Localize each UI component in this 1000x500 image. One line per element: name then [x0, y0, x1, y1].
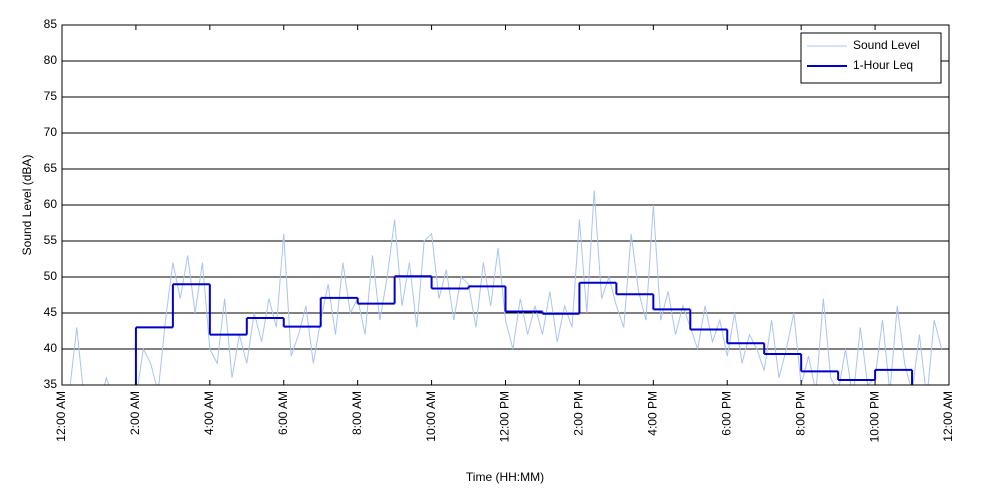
- y-tick-label: 45: [44, 305, 58, 319]
- legend-box: [800, 32, 942, 84]
- series-line: [69, 190, 943, 385]
- y-tick-label: 65: [44, 161, 58, 175]
- x-tick-label: 4:00 AM: [202, 391, 216, 435]
- x-axis-label: Time (HH:MM): [466, 470, 544, 484]
- x-tick-label: 12:00 AM: [941, 391, 955, 442]
- y-tick-label: 70: [44, 125, 58, 139]
- y-tick-label: 60: [44, 197, 58, 211]
- x-tick-label: 8:00 PM: [793, 391, 807, 436]
- x-tick-label: 2:00 PM: [572, 391, 586, 436]
- y-tick-label: 85: [44, 17, 58, 31]
- x-tick-label: 2:00 AM: [128, 391, 142, 435]
- x-tick-label: 12:00 AM: [54, 391, 68, 442]
- x-tick-label: 6:00 PM: [719, 391, 733, 436]
- legend: Sound Level 1-Hour Leq: [800, 32, 942, 84]
- y-tick-label: 75: [44, 89, 58, 103]
- x-tick-label: 4:00 PM: [646, 391, 660, 436]
- y-tick-label: 50: [44, 269, 58, 283]
- y-tick-label: 55: [44, 233, 58, 247]
- y-tick-label: 80: [44, 53, 58, 67]
- x-tick-label: 8:00 AM: [350, 391, 364, 435]
- x-tick-label: 10:00 PM: [867, 391, 881, 442]
- x-tick-label: 12:00 PM: [498, 391, 512, 442]
- ticks: 35 40 45 50 55 60 65 70 75 80 85 12:00 AM 2:00 AM 4:0…: [44, 17, 956, 442]
- legend-label: 1-Hour Leq: [853, 58, 913, 72]
- y-axis-label: Sound Level (dBA): [20, 155, 34, 256]
- y-tick-label: 35: [44, 377, 58, 391]
- legend-label: Sound Level: [853, 38, 920, 52]
- x-tick-label: 10:00 AM: [424, 391, 438, 442]
- y-tick-label: 40: [44, 341, 58, 355]
- x-tick-label: 6:00 AM: [276, 391, 290, 435]
- marks: [69, 190, 943, 385]
